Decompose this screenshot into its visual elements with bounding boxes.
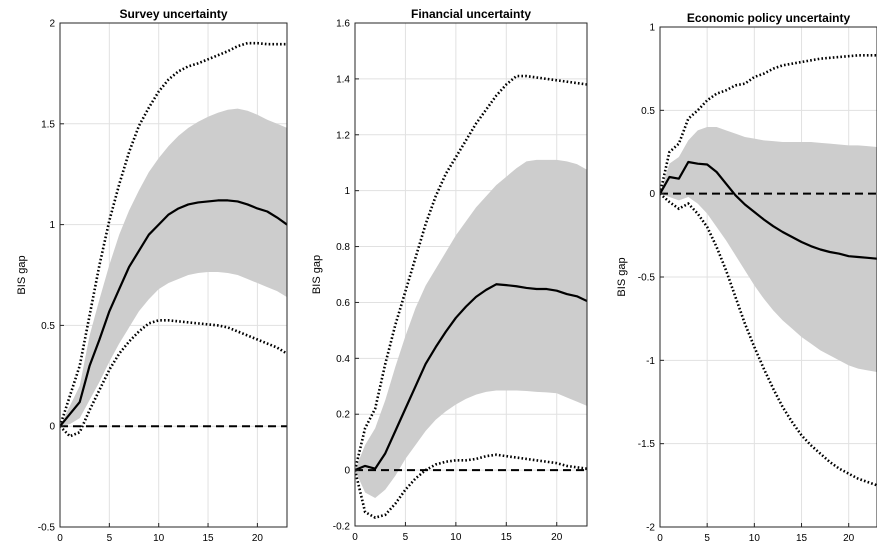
y-tick-label: 1.5 (41, 119, 55, 130)
x-tick-label: 20 (551, 532, 563, 543)
median-response-line (355, 283, 587, 472)
panel-title: Financial uncertainty (411, 7, 531, 21)
y-tick-label: 0.5 (641, 106, 655, 117)
y-axis-label: BIS gap (616, 257, 628, 296)
median-response-line (60, 199, 287, 427)
axes-box (354, 22, 588, 527)
median-response-line (660, 160, 877, 260)
x-tick-label: 5 (704, 533, 710, 544)
x-tick-label: 0 (352, 532, 358, 543)
y-axis-label: BIS gap (16, 255, 28, 294)
confidence-band (660, 127, 877, 372)
panel-3-plot-area (660, 27, 877, 527)
x-tick-label: 10 (450, 532, 462, 543)
axes-box (59, 22, 288, 528)
x-tick-label: 15 (796, 533, 808, 544)
y-tick-label: -1 (646, 356, 655, 367)
panel-title: Economic policy uncertainty (687, 11, 851, 25)
y-tick-label: 2 (49, 19, 55, 30)
y-tick-label: 0 (49, 422, 55, 433)
y-tick-label: -0.5 (38, 523, 56, 534)
y-tick-label: -0.5 (638, 273, 656, 284)
y-tick-label: -2 (646, 523, 655, 534)
x-tick-label: 0 (657, 533, 663, 544)
outer-upper-bound-line (660, 54, 877, 194)
y-tick-label: 0 (649, 189, 655, 200)
x-tick-label: 5 (403, 532, 409, 543)
confidence-band (355, 159, 587, 499)
x-tick-label: 10 (153, 533, 165, 544)
y-tick-label: -0.2 (333, 522, 351, 533)
y-tick-label: 1.6 (336, 19, 350, 30)
x-tick-label: 15 (501, 532, 513, 543)
panel-3: 0 5 10 15 20 -2 -1.5 -1 -0.5 0 0.5 1 Economic policy… (616, 11, 877, 544)
y-tick-label: 0.8 (336, 242, 350, 253)
y-tick-label: 1 (49, 220, 55, 231)
x-tick-label: 0 (57, 533, 63, 544)
y-tick-label: 1 (344, 186, 350, 197)
outer-upper-bound-line (60, 41, 287, 427)
x-tick-label: 10 (749, 533, 761, 544)
x-tick-label: 20 (252, 533, 264, 544)
y-tick-label: 0.6 (336, 298, 350, 309)
y-tick-label: 0.2 (336, 410, 350, 421)
x-tick-label: 15 (202, 533, 214, 544)
outer-upper-bound-line (355, 74, 587, 471)
panel-title: Survey uncertainty (119, 7, 227, 21)
y-tick-label: -1.5 (638, 439, 656, 450)
x-tick-label: 5 (107, 533, 113, 544)
y-tick-label: 1 (649, 23, 655, 34)
y-axis-label: BIS gap (311, 255, 323, 294)
outer-lower-bound-line (660, 192, 877, 487)
y-tick-label: 1.2 (336, 130, 350, 141)
panel-1-plot-area (60, 23, 287, 527)
y-tick-label: 1.4 (336, 74, 350, 85)
y-tick-label: 0 (344, 466, 350, 477)
panel-2: 0 5 10 15 20-0.200.20.40.60.811.21.41.6Finan… (311, 7, 588, 543)
y-tick-label: 0.4 (336, 354, 350, 365)
outer-lower-bound-line (355, 453, 587, 520)
panel-2-plot-area (355, 23, 587, 526)
x-tick-label: 20 (843, 533, 855, 544)
y-tick-label: 0.5 (41, 321, 55, 332)
confidence-band (60, 108, 287, 427)
